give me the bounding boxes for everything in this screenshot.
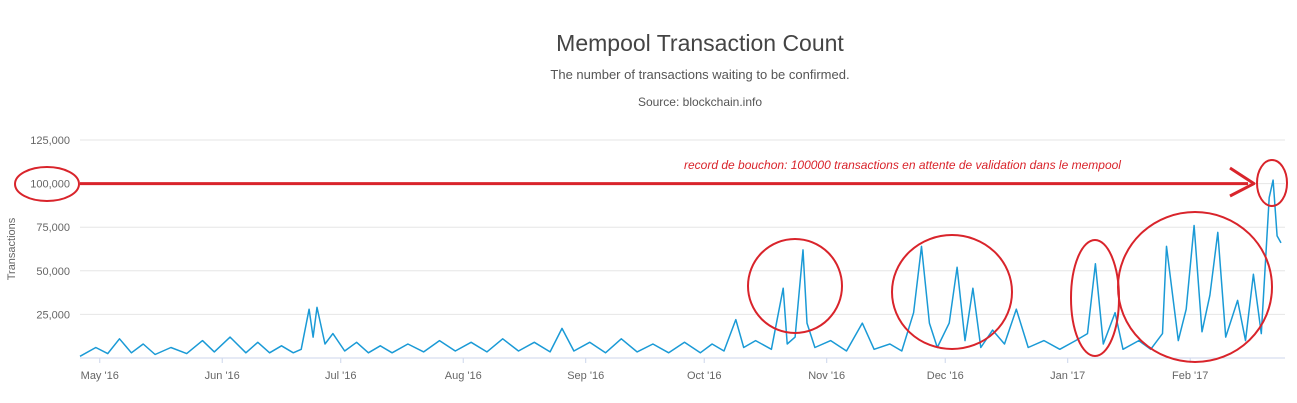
x-tick-label: Oct '16 bbox=[687, 370, 722, 382]
x-axis: May '16 Jun '16 Jul '16 Aug '16 Sep '16 Oct '… bbox=[80, 357, 1285, 382]
x-tick-label: Jul '16 bbox=[325, 370, 356, 382]
x-tick-label: Nov '16 bbox=[808, 370, 845, 382]
record-arrow-head bbox=[1229, 166, 1256, 198]
x-tick-label: Jun '16 bbox=[205, 370, 240, 382]
x-tick-label: Jan '17 bbox=[1050, 370, 1085, 382]
series-line bbox=[79, 179, 1282, 357]
chart-title: Mempool Transaction Count bbox=[556, 30, 844, 56]
peak-circle-feb bbox=[1117, 211, 1273, 363]
peak-circle-dec bbox=[891, 234, 1013, 350]
x-tick-label: Dec '16 bbox=[927, 370, 964, 382]
x-tick-label: May '16 bbox=[81, 370, 119, 382]
y-tick-label: 100,000 bbox=[30, 179, 70, 191]
record-label-circle bbox=[14, 166, 80, 202]
x-tick-label: Sep '16 bbox=[567, 370, 604, 382]
x-tick-label: Feb '17 bbox=[1172, 370, 1208, 382]
peak-circle-jan bbox=[1070, 239, 1120, 357]
x-tick-label: Aug '16 bbox=[445, 370, 482, 382]
series-group bbox=[79, 179, 1282, 357]
y-tick-label: 75,000 bbox=[36, 222, 70, 234]
y-tick-label: 125,000 bbox=[30, 135, 70, 147]
record-peak-circle bbox=[1256, 159, 1288, 207]
chart-subtitle: The number of transactions waiting to be… bbox=[550, 67, 850, 82]
annotation-overlay bbox=[14, 159, 1288, 363]
y-axis-label: Transactions bbox=[6, 217, 18, 280]
peak-circle-oct bbox=[747, 238, 843, 334]
annotation-text: record de bouchon: 100000 transactions e… bbox=[684, 158, 1121, 172]
chart-source: Source: blockchain.info bbox=[637, 95, 763, 109]
y-tick-label: 50,000 bbox=[36, 266, 70, 278]
y-tick-label: 25,000 bbox=[36, 309, 70, 321]
y-axis: 25,000 50,000 75,000 100,000 125,000 bbox=[30, 135, 70, 321]
